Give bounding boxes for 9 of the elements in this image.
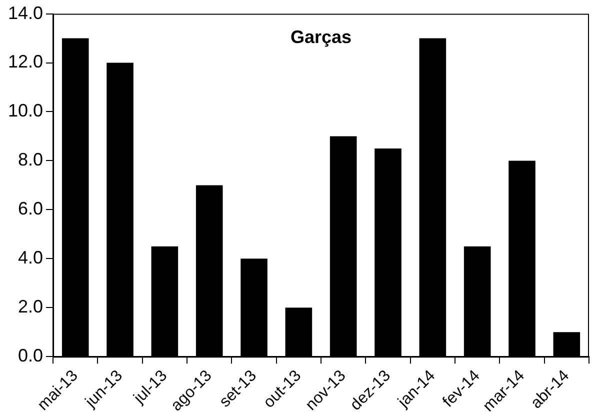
text: Garças [290,26,352,47]
y-tick-label: 0.0 [18,346,44,366]
y-tick-label: 2.0 [18,296,44,317]
y-tick-label: 6.0 [18,198,44,219]
y-tick-label: 8.0 [18,150,44,170]
y-tick-label: 14.0 [8,2,44,23]
y-tick-label: 10.0 [8,100,44,121]
y-tick-label: 4.0 [18,248,44,268]
y-tick-label: 12.0 [8,52,44,72]
